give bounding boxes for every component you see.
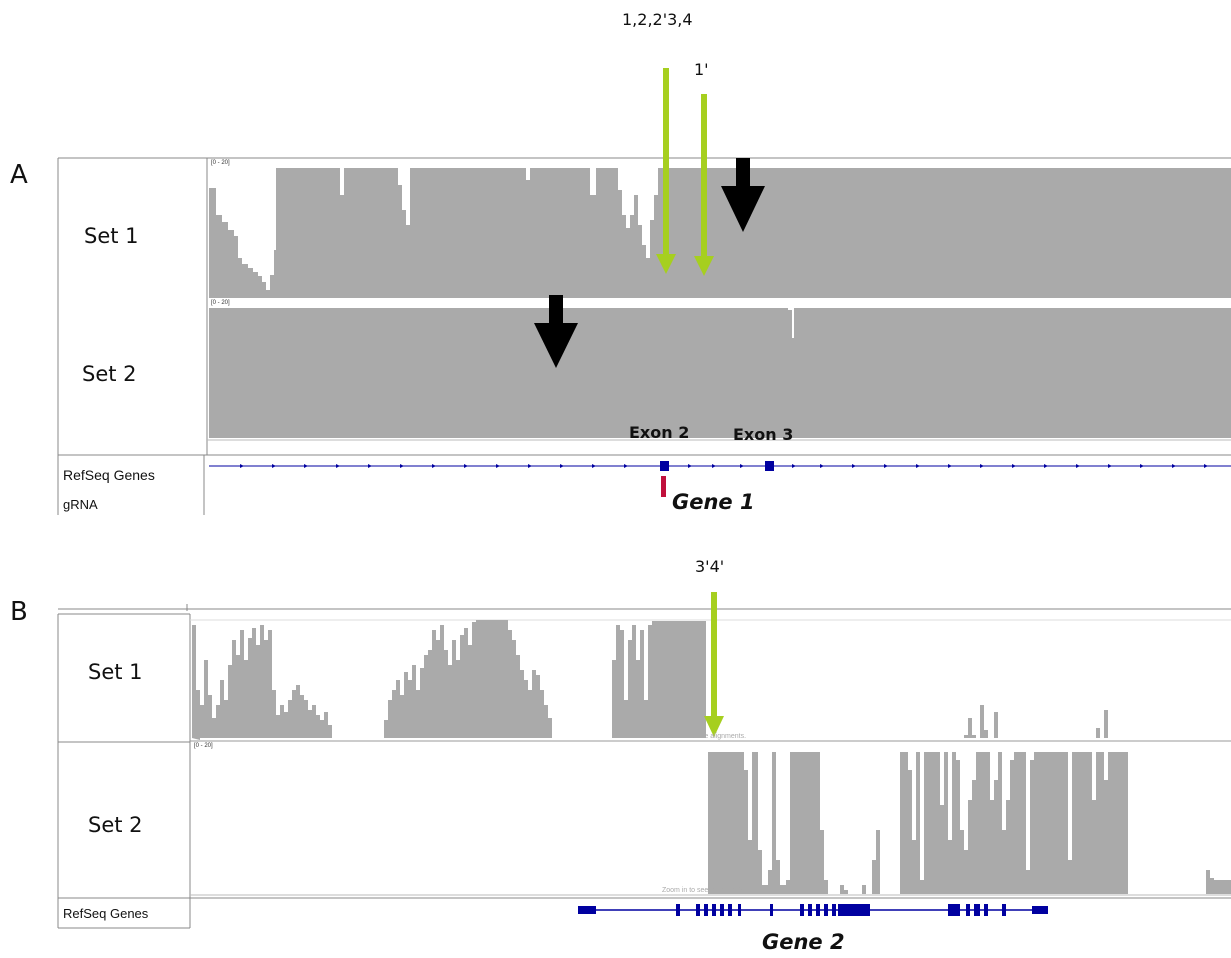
coverage-b-set2 xyxy=(708,752,1231,894)
panel-b-set2-label: Set 2 xyxy=(88,813,143,837)
panel-a-set2-label: Set 2 xyxy=(82,362,137,386)
panel-a-refseq-track-name: RefSeq Genes xyxy=(63,467,155,483)
gene1-track xyxy=(209,461,1231,471)
green-arrow-1 xyxy=(656,68,676,274)
green-arrow-2 xyxy=(694,94,714,276)
arrow-label-1: 1,2,2'3,4 xyxy=(622,10,693,29)
panel-a-set2-scale: [0 - 20] xyxy=(211,300,230,306)
panel-b-set1-label: Set 1 xyxy=(88,660,143,684)
coverage-a-set2 xyxy=(209,308,1231,438)
arrow-label-2: 1' xyxy=(694,60,709,79)
exon-3-block xyxy=(765,461,774,471)
grna-mark xyxy=(661,476,666,497)
zoom-hint-1: Zoom in to see alignments. xyxy=(662,733,747,740)
grna-track-name: gRNA xyxy=(63,497,98,512)
exon-2-label: Exon 2 xyxy=(629,423,690,442)
gene-1-label: Gene 1 xyxy=(672,490,755,514)
green-arrow-3 xyxy=(704,592,724,737)
coverage-a-set1 xyxy=(209,168,1231,298)
coverage-b-set1 xyxy=(192,620,1108,740)
panel-b-frame xyxy=(57,604,1231,929)
panel-b-refseq-track-name: RefSeq Genes xyxy=(63,906,149,921)
black-arrow-set2 xyxy=(534,295,578,368)
black-arrow-set1 xyxy=(721,158,765,232)
arrow-label-3: 3'4' xyxy=(695,557,725,576)
panel-b-set2-scale: [0 - 20] xyxy=(194,743,213,749)
exon-2-block xyxy=(660,461,669,471)
zoom-hint-2: Zoom in to see alignments. xyxy=(662,887,747,894)
exon-3-label: Exon 3 xyxy=(733,425,794,444)
panel-a-frame xyxy=(57,157,1231,515)
panel-a-set1-label: Set 1 xyxy=(84,224,139,248)
panel-b-letter: B xyxy=(10,597,28,627)
panel-a-set1-scale: [0 - 20] xyxy=(211,160,230,166)
gene-2-label: Gene 2 xyxy=(762,930,845,954)
gene2-track xyxy=(578,904,1048,916)
panel-a-letter: A xyxy=(10,160,28,190)
